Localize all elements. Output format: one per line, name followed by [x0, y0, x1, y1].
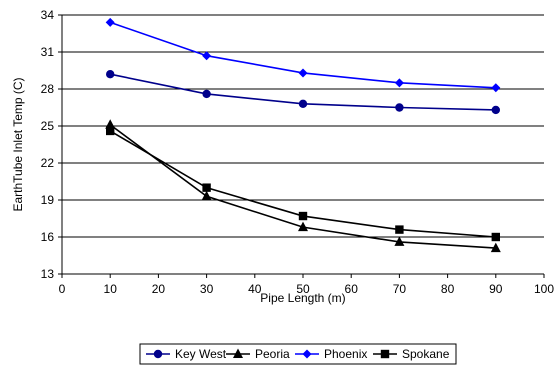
x-tick-label: 10 [104, 282, 118, 296]
y-tick-label: 22 [41, 156, 55, 170]
series-group [105, 18, 501, 252]
data-point-spokane [395, 225, 403, 233]
y-tick-label: 34 [41, 8, 55, 22]
data-point-phoenix [299, 68, 308, 77]
x-tick-label: 60 [345, 282, 359, 296]
x-axis-label: Pipe Length (m) [260, 291, 345, 305]
legend-marker [154, 350, 162, 358]
legend-label: Phoenix [324, 347, 367, 361]
y-axis-label: EarthTube Inlet Temp (C) [11, 77, 25, 211]
data-point-key-west [202, 90, 210, 98]
series-line-phoenix [110, 22, 496, 87]
gridlines [62, 15, 544, 237]
series-line-spokane [110, 131, 496, 237]
legend-label: Key West [175, 347, 227, 361]
x-tick-label: 20 [152, 282, 166, 296]
y-tick-label: 31 [41, 45, 55, 59]
data-point-spokane [106, 127, 114, 135]
legend: Key West Peoria Phoenix Spokane [140, 344, 456, 364]
data-point-key-west [395, 103, 403, 111]
data-point-spokane [299, 212, 307, 220]
x-tick-label: 0 [59, 282, 66, 296]
series-phoenix [106, 18, 501, 92]
data-point-key-west [299, 100, 307, 108]
legend-marker [381, 350, 389, 358]
data-point-phoenix [395, 78, 404, 87]
y-tick-label: 28 [41, 82, 55, 96]
y-tick-label: 16 [41, 230, 55, 244]
x-tick-label: 80 [441, 282, 455, 296]
data-point-key-west [106, 70, 114, 78]
data-point-peoria [202, 191, 212, 201]
x-tick-label: 30 [200, 282, 214, 296]
data-point-key-west [492, 106, 500, 114]
legend-label: Spokane [402, 347, 450, 361]
data-point-spokane [492, 233, 500, 241]
y-tick-label: 13 [41, 267, 55, 281]
y-tick-label: 19 [41, 193, 55, 207]
data-point-phoenix [491, 83, 500, 92]
data-point-phoenix [106, 18, 115, 27]
x-tick-label: 90 [489, 282, 503, 296]
y-tick-label: 25 [41, 119, 55, 133]
legend-label: Peoria [255, 347, 290, 361]
data-point-phoenix [202, 51, 211, 60]
x-tick-label: 100 [534, 282, 554, 296]
data-point-spokane [202, 183, 210, 191]
x-tick-label: 70 [393, 282, 407, 296]
